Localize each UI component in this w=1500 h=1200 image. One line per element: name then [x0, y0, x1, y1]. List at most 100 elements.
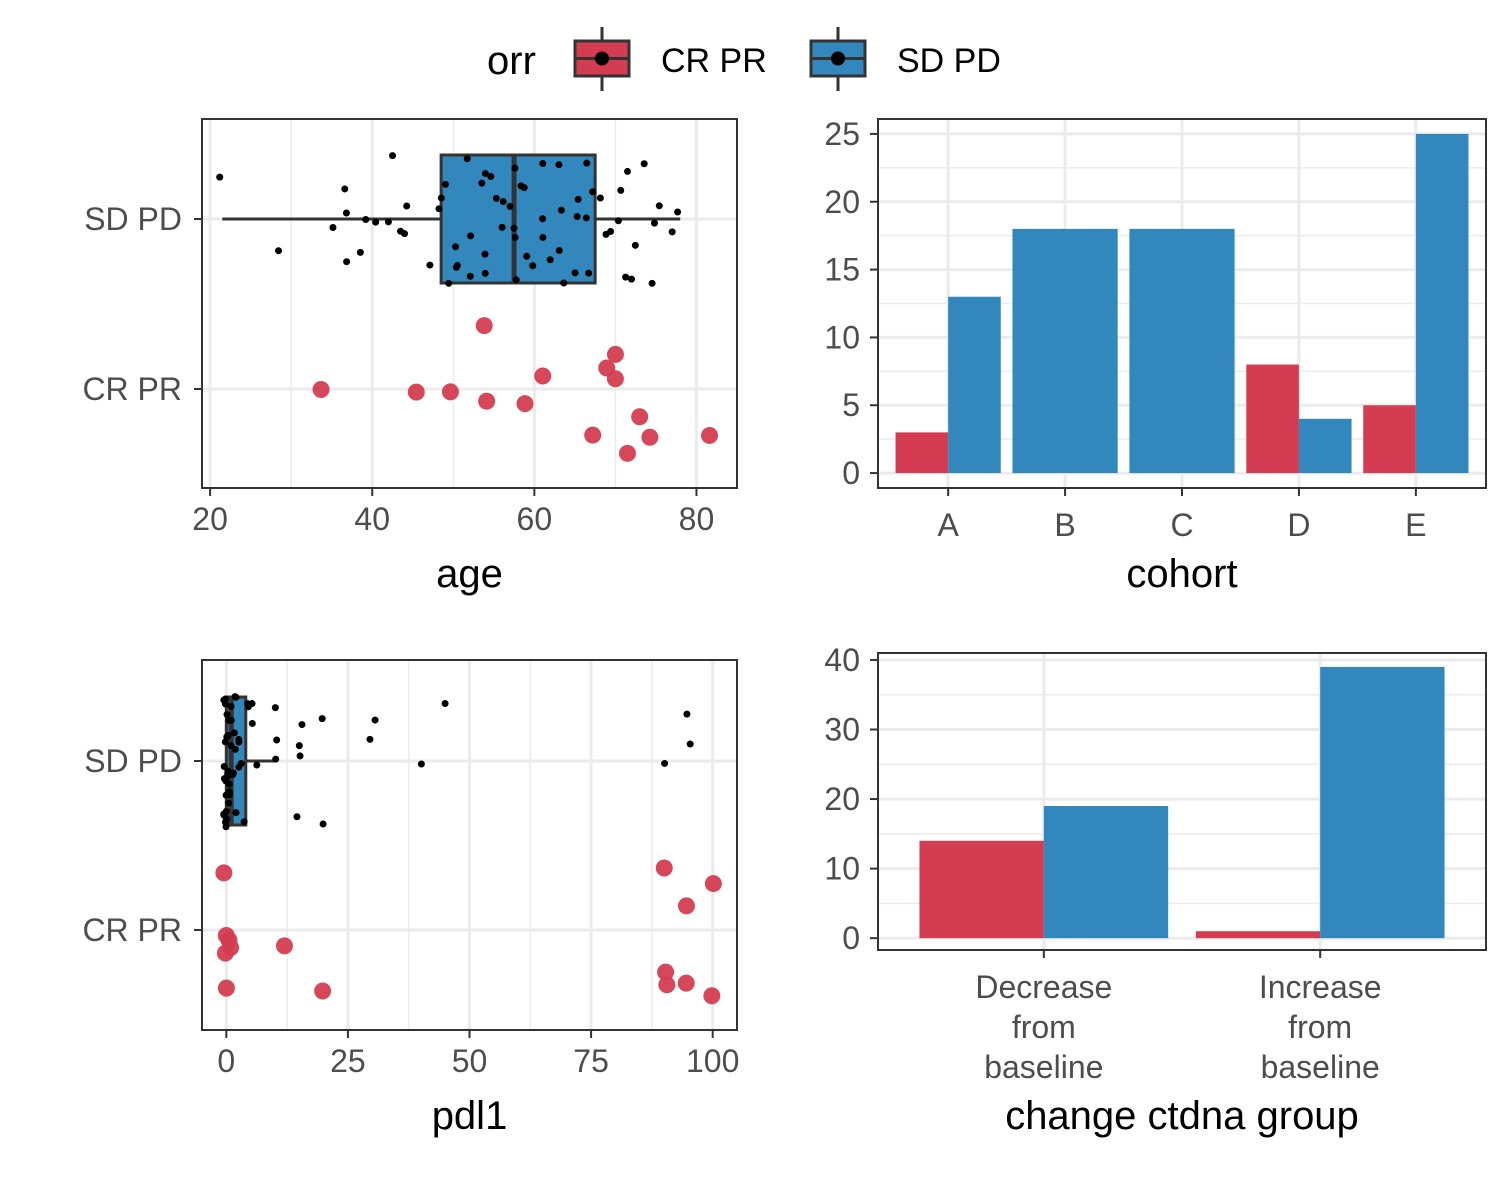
point-cr-pr [606, 345, 624, 363]
bar-sd-pd [1043, 806, 1169, 939]
point-sd-pd [435, 205, 443, 213]
point-cr-pr [275, 937, 293, 955]
point-sd-pd [225, 780, 233, 788]
point-sd-pd [232, 809, 240, 817]
point-cr-pr [215, 864, 233, 882]
x-axis-title: pdl1 [432, 1094, 508, 1138]
point-cr-pr [314, 982, 332, 1000]
point-sd-pd [275, 247, 283, 255]
point-sd-pd [512, 276, 520, 284]
y-tick-label: 25 [824, 116, 860, 152]
point-sd-pd [248, 719, 256, 727]
point-sd-pd [510, 224, 518, 232]
point-sd-pd [511, 233, 519, 241]
point-sd-pd [557, 206, 565, 214]
x-axis-title: cohort [1126, 552, 1237, 596]
point-sd-pd [614, 217, 622, 225]
point-sd-pd [295, 742, 303, 750]
point-cr-pr [641, 428, 659, 446]
x-tick-label: 0 [217, 1043, 235, 1079]
x-tick-label: A [937, 507, 959, 543]
point-sd-pd [227, 716, 235, 724]
point-sd-pd [478, 179, 486, 187]
point-sd-pd [341, 185, 349, 193]
point-sd-pd [298, 721, 306, 729]
point-sd-pd [655, 202, 663, 210]
point-cr-pr [441, 383, 459, 401]
point-sd-pd [583, 159, 591, 167]
point-sd-pd [520, 184, 528, 192]
y-tick-label: 40 [824, 642, 860, 678]
point-sd-pd [506, 202, 514, 210]
point-sd-pd [220, 810, 228, 818]
point-sd-pd [441, 180, 449, 188]
point-sd-pd [319, 820, 327, 828]
point-sd-pd [222, 823, 230, 831]
point-sd-pd [366, 735, 374, 743]
point-cr-pr [658, 976, 676, 994]
x-tick-label: 20 [192, 501, 228, 537]
point-sd-pd [441, 700, 449, 708]
point-cr-pr [222, 939, 240, 957]
point-sd-pd [573, 213, 581, 221]
point-sd-pd [240, 818, 248, 826]
point-sd-pd [523, 252, 531, 260]
y-tick-label: 30 [824, 712, 860, 748]
bar-sd-pd [1012, 228, 1118, 474]
point-sd-pd [221, 695, 229, 703]
point-sd-pd [343, 258, 351, 266]
point-sd-pd [623, 167, 631, 175]
point-sd-pd [253, 761, 261, 769]
point-sd-pd [539, 233, 547, 241]
point-sd-pd [498, 223, 506, 231]
x-tick-label: 100 [686, 1043, 739, 1079]
point-sd-pd [596, 194, 604, 202]
point-sd-pd [481, 250, 489, 258]
legend-label-sd-pd: SD PD [897, 42, 1001, 80]
point-sd-pd [683, 710, 691, 718]
point-sd-pd [227, 703, 235, 711]
point-sd-pd [627, 275, 635, 283]
point-sd-pd [648, 279, 656, 287]
point-sd-pd [342, 209, 350, 217]
bar-sd-pd [948, 296, 1001, 474]
point-sd-pd [463, 155, 471, 163]
point-cr-pr [534, 367, 552, 385]
point-sd-pd [631, 241, 639, 249]
point-sd-pd [560, 279, 568, 287]
point-sd-pd [650, 219, 658, 227]
point-cr-pr [312, 380, 330, 398]
point-sd-pd [674, 208, 682, 216]
point-sd-pd [617, 186, 625, 194]
point-sd-pd [221, 700, 229, 708]
y-tick-label: CR PR [82, 912, 182, 948]
bar-cr-pr [1246, 364, 1299, 474]
point-sd-pd [661, 759, 669, 767]
point-cr-pr [657, 963, 675, 981]
y-tick-label: 0 [842, 920, 860, 956]
x-tick-label: 80 [679, 501, 715, 537]
point-sd-pd [372, 218, 380, 226]
point-sd-pd [272, 755, 280, 763]
point-cr-pr [584, 426, 602, 444]
point-sd-pd [481, 169, 489, 177]
x-tick-label: 60 [517, 501, 553, 537]
point-sd-pd [582, 214, 590, 222]
point-sd-pd [235, 736, 243, 744]
y-tick-label: 0 [842, 455, 860, 491]
point-sd-pd [231, 745, 239, 753]
point-sd-pd [248, 700, 256, 708]
bar-cr-pr [895, 432, 949, 474]
legend-label-cr-pr: CR PR [661, 42, 767, 80]
y-tick-label: 10 [824, 851, 860, 887]
y-tick-label: 20 [824, 781, 860, 817]
point-sd-pd [585, 269, 593, 277]
y-tick-label: SD PD [84, 743, 182, 779]
point-sd-pd [539, 160, 547, 168]
panel-border [877, 652, 1487, 951]
point-sd-pd [467, 232, 475, 240]
point-sd-pd [607, 227, 615, 235]
point-sd-pd [223, 711, 231, 719]
x-tick-label: E [1405, 507, 1426, 543]
